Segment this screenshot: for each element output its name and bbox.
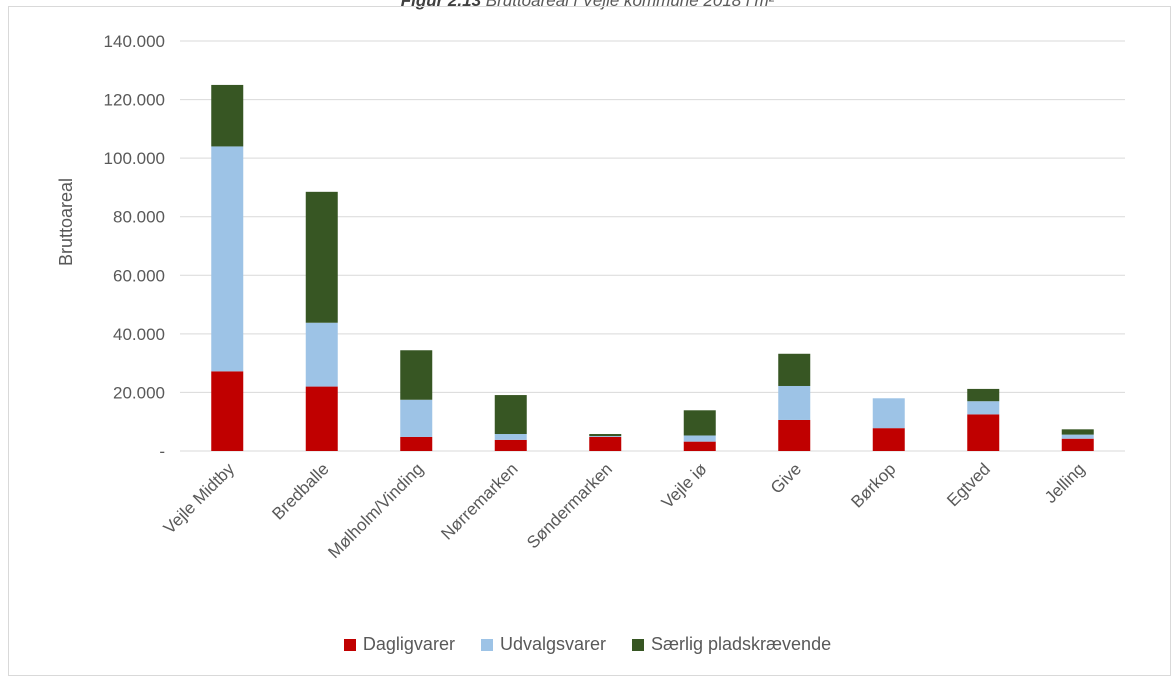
x-category-label: Vejle iø: [658, 459, 711, 512]
y-tick-label: 60.000: [113, 266, 165, 285]
y-tick-label: 100.000: [104, 149, 165, 168]
bar-segment: [1061, 434, 1094, 439]
caption-text: Bruttoareal i Vejle kommune 2018 i m²: [485, 0, 775, 10]
y-tick-label: 120.000: [104, 91, 165, 110]
y-tick-label: 140.000: [104, 32, 165, 51]
bar-segment: [683, 441, 716, 451]
bar-segment: [1061, 429, 1094, 435]
legend-label: Særlig pladskrævende: [651, 634, 832, 654]
bar-segment: [494, 439, 527, 451]
bar-segment: [967, 388, 1000, 402]
bar-segment: [683, 410, 716, 436]
x-category-label: Vejle Midtby: [160, 459, 239, 538]
chart-caption: Figur 2.13 Bruttoareal i Vejle kommune 2…: [0, 0, 1175, 11]
legend-item: Særlig pladskrævende: [632, 634, 831, 655]
legend-label: Udvalgsvarer: [499, 634, 606, 654]
y-tick-label: 40.000: [113, 325, 165, 344]
legend-item: Dagligvarer: [343, 634, 455, 655]
legend: Dagligvarer Udvalgsvarer Særlig pladskræve…: [0, 634, 1175, 655]
x-category-label: Jelling: [1041, 459, 1089, 507]
bar-segment: [494, 434, 527, 440]
x-category-label: Nørremarken: [437, 459, 521, 543]
y-axis-label: Bruttoareal: [56, 178, 76, 266]
bar-segment: [589, 434, 622, 437]
bar-segment: [400, 436, 433, 451]
bar-segment: [211, 371, 244, 451]
bar-segment: [211, 84, 244, 147]
bar-segment: [305, 322, 338, 387]
legend-label: Dagligvarer: [362, 634, 455, 654]
bar-segment: [305, 386, 338, 451]
legend-swatch: [343, 638, 356, 651]
x-category-label: Egtved: [943, 459, 994, 510]
x-category-label: Børkop: [847, 459, 899, 511]
legend-swatch: [632, 638, 644, 651]
legend-swatch: [480, 638, 493, 651]
bar-segment: [305, 191, 338, 323]
bar-segment: [872, 398, 905, 429]
bar-segment: [683, 435, 716, 442]
y-tick-labels: - 20.000 40.000 60.000 80.000 100.000 120.000 1…: [104, 32, 165, 461]
bar-segment: [494, 395, 527, 435]
bar-segment: [211, 146, 244, 372]
bar-segment: [778, 353, 811, 386]
bar-segment: [778, 419, 811, 451]
bar-segment: [967, 414, 1000, 451]
y-tick-label: 80.000: [113, 208, 165, 227]
bar-segment: [589, 436, 622, 437]
x-category-label: Mølholm/Vinding: [324, 459, 427, 562]
x-category-label: Bredballe: [268, 459, 332, 523]
bar-segment: [778, 385, 811, 420]
bar-segment: [400, 399, 433, 437]
bar-segment: [589, 436, 622, 451]
legend-item: Udvalgsvarer: [480, 634, 606, 655]
bar-segment: [872, 428, 905, 451]
bars: [211, 84, 1094, 451]
x-category-label: Søndermarken: [523, 459, 616, 552]
x-category-label: Give: [767, 459, 805, 497]
bar-segment: [967, 401, 1000, 415]
y-tick-label: -: [159, 442, 165, 461]
caption-prefix: Figur 2.13: [400, 0, 482, 10]
bar-segment: [400, 350, 433, 400]
y-tick-label: 20.000: [113, 383, 165, 402]
bar-segment: [1061, 438, 1094, 451]
chart-frame: [8, 6, 1171, 676]
